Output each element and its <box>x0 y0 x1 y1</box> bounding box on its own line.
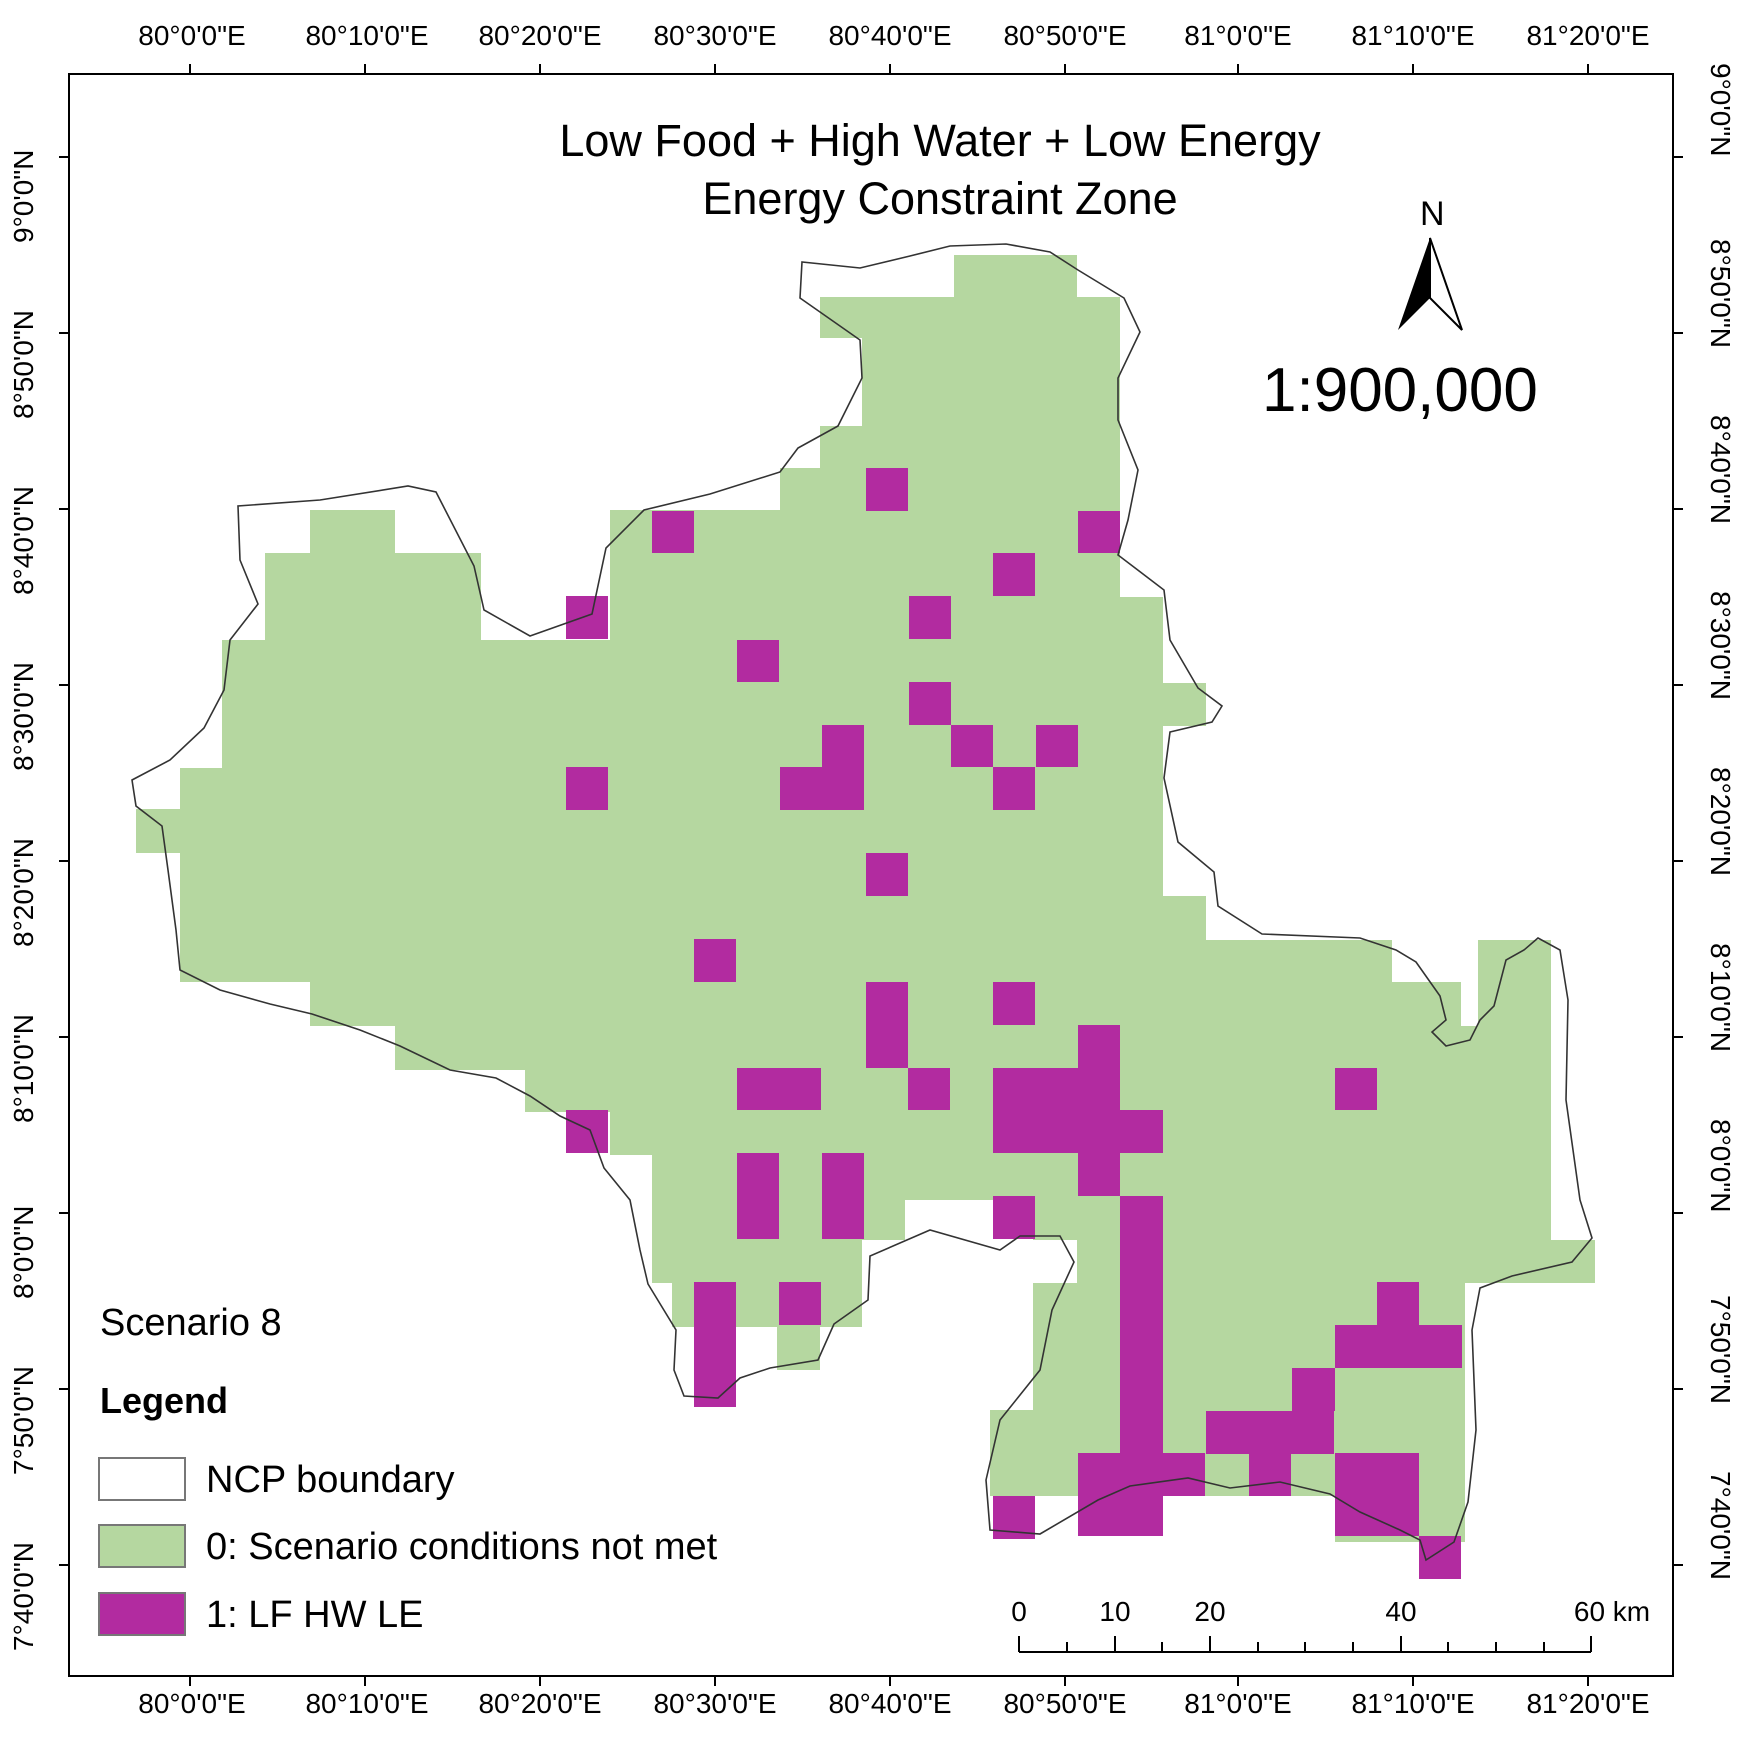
met-cell <box>694 1282 736 1407</box>
met-cell <box>1249 1453 1291 1496</box>
map-title-line1: Low Food + High Water + Low Energy <box>559 115 1321 166</box>
met-cell <box>908 1068 950 1110</box>
met-cell <box>866 853 908 896</box>
met-cell <box>951 725 993 767</box>
met-cell <box>737 1153 779 1239</box>
met-cell <box>993 767 1035 810</box>
raster-met <box>566 468 1462 1579</box>
met-cell <box>993 1068 1120 1110</box>
met-cell <box>1036 725 1078 767</box>
legend-swatch-boundary <box>98 1457 186 1501</box>
lon-label-bottom: 81°10'0"E <box>1351 1688 1475 1719</box>
legend-label: NCP boundary <box>206 1459 455 1501</box>
lon-label-top: 80°10'0"E <box>305 20 429 51</box>
met-cell <box>993 1110 1163 1153</box>
lon-label-top: 80°50'0"E <box>1003 20 1127 51</box>
lon-label-top: 81°0'0"E <box>1184 20 1292 51</box>
scale-bar-label: 60 km <box>1573 1596 1651 1627</box>
legend-label: 1: LF HW LE <box>206 1594 424 1636</box>
met-cell <box>1335 1325 1462 1368</box>
north-arrow-icon <box>1398 237 1463 331</box>
met-cell <box>737 1068 821 1110</box>
met-cell <box>993 1196 1035 1239</box>
scale-bar-label: 20 <box>1194 1596 1226 1627</box>
lon-label-bottom: 80°40'0"E <box>828 1688 952 1719</box>
met-cell <box>993 982 1035 1025</box>
legend-swatch-not-met <box>98 1524 186 1568</box>
raster-zone-not-met <box>136 255 1595 1542</box>
met-cell <box>1078 511 1120 553</box>
lon-label-bottom: 81°0'0"E <box>1184 1688 1292 1719</box>
lon-label-top: 80°20'0"E <box>478 20 602 51</box>
met-cell <box>1078 1153 1120 1196</box>
lon-label-bottom: 80°0'0"E <box>138 1688 246 1719</box>
ncp-boundary <box>131 243 1593 1562</box>
scale-bar-label: 10 <box>1099 1596 1131 1627</box>
met-cell <box>1078 1453 1120 1536</box>
met-cell <box>822 1153 864 1239</box>
met-cell <box>1292 1368 1335 1411</box>
lon-label-bottom: 81°20'0"E <box>1526 1688 1650 1719</box>
scale-ratio: 1:900,000 <box>1262 356 1538 425</box>
lon-label-top: 80°40'0"E <box>828 20 952 51</box>
met-cell <box>566 596 608 639</box>
legend-label: 0: Scenario conditions not met <box>206 1526 718 1568</box>
met-cell <box>566 767 608 810</box>
met-cell <box>694 939 736 982</box>
legend-title: Legend <box>100 1380 229 1421</box>
met-cell <box>822 725 864 810</box>
lon-label-top: 80°0'0"E <box>138 20 246 51</box>
lon-label-bottom: 80°10'0"E <box>305 1688 429 1719</box>
met-cell <box>1335 1453 1419 1536</box>
met-cell <box>866 982 908 1068</box>
met-cell <box>779 1282 821 1325</box>
met-cell <box>866 468 908 511</box>
scale-bar <box>1018 1636 1592 1653</box>
lon-label-top: 81°10'0"E <box>1351 20 1475 51</box>
met-cell <box>1206 1411 1334 1454</box>
lon-label-bottom: 80°20'0"E <box>478 1688 602 1719</box>
map-frame <box>68 73 1674 1677</box>
met-cell <box>1377 1282 1419 1325</box>
met-cell <box>652 511 694 553</box>
north-label: N <box>1420 195 1445 233</box>
map-title: Low Food + High Water + Low Energy Energ… <box>440 112 1440 228</box>
scale-bar-label: 40 <box>1385 1596 1417 1627</box>
met-cell <box>737 640 779 682</box>
met-cell <box>1335 1068 1377 1110</box>
legend-swatch-met <box>98 1592 186 1636</box>
met-cell <box>993 553 1035 596</box>
met-cell <box>1078 1025 1120 1068</box>
met-cell <box>1163 1453 1205 1496</box>
lon-label-bottom: 80°30'0"E <box>653 1688 777 1719</box>
scenario-label: Scenario 8 <box>100 1302 282 1344</box>
lon-label-bottom: 80°50'0"E <box>1003 1688 1127 1719</box>
met-cell <box>909 682 951 725</box>
map-title-line2: Energy Constraint Zone <box>702 173 1178 224</box>
scale-bar-label: 0 <box>1011 1596 1027 1627</box>
lon-label-top: 81°20'0"E <box>1526 20 1650 51</box>
met-cell <box>1120 1196 1163 1536</box>
lon-label-top: 80°30'0"E <box>653 20 777 51</box>
frame-ticks <box>59 64 1683 1686</box>
raster-not-met <box>136 255 1595 1542</box>
met-cell <box>566 1110 608 1153</box>
met-cell <box>909 596 951 639</box>
